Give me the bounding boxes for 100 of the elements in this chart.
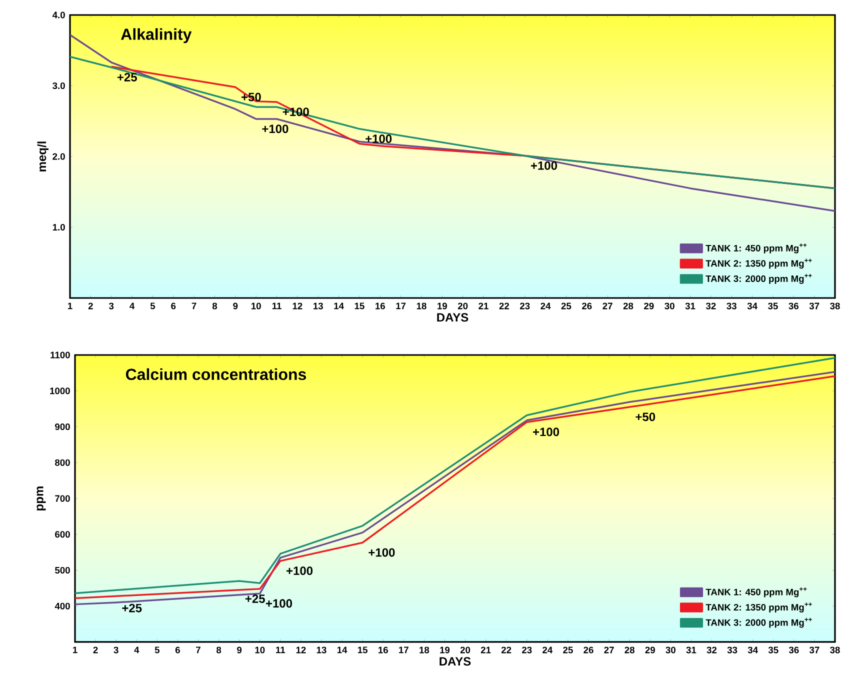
legend-label: TANK 3: 2000 ppm Mg$^{++}$ bbox=[706, 274, 812, 284]
x-tick-label: 5 bbox=[150, 302, 156, 310]
y-tick-label: 3.0 bbox=[52, 82, 65, 90]
x-tick-label: 22 bbox=[501, 646, 512, 654]
annotation: +100 bbox=[262, 124, 288, 134]
annotation: +100 bbox=[266, 599, 292, 608]
x-tick-label: 22 bbox=[499, 302, 509, 310]
x-tick-label: 27 bbox=[602, 302, 612, 310]
y-tick-label: 1.0 bbox=[52, 224, 65, 231]
x-tick-label: 1 bbox=[72, 646, 78, 654]
x-tick-label: 15 bbox=[358, 646, 368, 654]
legend-label: TANK 1: 450 ppm Mg$^{++}$ bbox=[706, 243, 807, 254]
x-tick-label: 17 bbox=[399, 646, 408, 654]
x-tick-label: 34 bbox=[748, 646, 758, 654]
y-tick-label: 400 bbox=[54, 602, 70, 610]
x-tick-label: 7 bbox=[192, 302, 196, 310]
x-tick-label: 32 bbox=[706, 302, 716, 310]
x-axis-title: DAYS bbox=[440, 657, 471, 666]
x-tick-label: 26 bbox=[584, 646, 594, 654]
x-tick-label: 9 bbox=[233, 302, 238, 310]
annotation: +100 bbox=[368, 548, 395, 557]
text: Calcium concentrations bbox=[126, 368, 306, 380]
x-tick-label: 10 bbox=[251, 302, 261, 310]
y-axis-title: ppm bbox=[36, 486, 46, 510]
annotation: +25 bbox=[122, 604, 142, 612]
x-tick-label: 24 bbox=[540, 302, 551, 310]
x-tick-label: 2 bbox=[88, 302, 93, 310]
x-tick-label: 26 bbox=[582, 302, 592, 310]
x-tick-label: 36 bbox=[788, 302, 798, 310]
annotation: +100 bbox=[530, 161, 558, 170]
y-tick-label: 500 bbox=[55, 566, 70, 574]
x-tick-label: 4 bbox=[134, 646, 140, 654]
x-tick-label: 28 bbox=[624, 646, 634, 654]
y-tick-label: 1000 bbox=[50, 388, 70, 394]
legend-label: TANK 2: 1350 ppm Mg$^{++}$ bbox=[706, 602, 812, 612]
x-tick-label: 30 bbox=[666, 646, 676, 654]
x-tick-label: 25 bbox=[561, 302, 572, 310]
y-tick-label: 800 bbox=[55, 459, 70, 466]
x-tick-label: 19 bbox=[438, 302, 447, 310]
x-tick-label: 21 bbox=[480, 646, 491, 654]
annotation: +100 bbox=[286, 566, 313, 576]
text: Alkalinity bbox=[121, 28, 192, 44]
y-tick-label: 700 bbox=[55, 495, 70, 502]
x-tick-label: 33 bbox=[727, 646, 738, 654]
x-tick-label: 13 bbox=[316, 646, 326, 654]
x-tick-label: 38 bbox=[830, 302, 840, 310]
x-tick-label: 5 bbox=[154, 646, 160, 654]
x-tick-label: 29 bbox=[644, 302, 654, 310]
y-tick-label: 1100 bbox=[50, 352, 70, 358]
x-tick-label: 8 bbox=[216, 646, 222, 654]
x-tick-label: 19 bbox=[440, 646, 450, 654]
x-tick-label: 16 bbox=[376, 302, 385, 310]
x-tick-label: 12 bbox=[296, 646, 306, 654]
x-tick-label: 31 bbox=[686, 646, 696, 654]
x-tick-label: 13 bbox=[314, 302, 323, 310]
x-tick-label: 6 bbox=[175, 646, 180, 654]
x-tick-label: 10 bbox=[255, 646, 265, 654]
x-tick-label: 33 bbox=[726, 302, 736, 310]
x-tick-label: 11 bbox=[276, 646, 286, 654]
annotation: +50 bbox=[636, 412, 656, 422]
x-tick-label: 37 bbox=[809, 302, 820, 310]
x-tick-label: 17 bbox=[396, 302, 406, 310]
x-tick-label: 28 bbox=[623, 302, 634, 310]
x-tick-label: 2 bbox=[93, 646, 98, 654]
x-tick-label: 3 bbox=[114, 646, 118, 654]
x-tick-label: 15 bbox=[354, 302, 364, 310]
x-tick-label: 14 bbox=[337, 646, 348, 654]
x-tick-label: 12 bbox=[292, 302, 302, 310]
y-tick-label: 900 bbox=[55, 423, 70, 430]
annotation: +25 bbox=[245, 594, 265, 603]
x-tick-label: 9 bbox=[237, 646, 242, 654]
x-tick-label: 23 bbox=[520, 302, 530, 310]
annotation: +100 bbox=[366, 134, 392, 144]
legend-label: TANK 3: 2000 ppm Mg$^{++}$ bbox=[706, 618, 812, 628]
x-axis-title: DAYS bbox=[437, 313, 468, 322]
x-tick-label: 27 bbox=[604, 646, 614, 654]
y-tick-label: 600 bbox=[55, 531, 70, 538]
x-tick-label: 30 bbox=[664, 302, 674, 310]
x-tick-label: 29 bbox=[645, 646, 655, 654]
annotation: +25 bbox=[117, 72, 137, 82]
x-tick-label: 3 bbox=[108, 302, 114, 310]
x-tick-label: 34 bbox=[747, 302, 758, 310]
legend-label: TANK 1: 450 ppm Mg$^{++}$ bbox=[706, 587, 807, 598]
x-tick-label: 32 bbox=[706, 646, 717, 654]
y-tick-label: 4.0 bbox=[52, 12, 65, 18]
y-tick-label: 2.0 bbox=[52, 153, 65, 160]
x-tick-label: 35 bbox=[768, 302, 778, 310]
x-tick-label: 20 bbox=[460, 646, 470, 654]
x-tick-label: 18 bbox=[416, 302, 426, 310]
x-tick-label: 8 bbox=[212, 302, 218, 310]
x-tick-label: 37 bbox=[809, 646, 820, 654]
x-tick-label: 31 bbox=[685, 302, 696, 310]
x-tick-label: 24 bbox=[542, 646, 553, 654]
annotation: +100 bbox=[532, 428, 560, 436]
x-tick-label: 35 bbox=[768, 646, 778, 654]
x-tick-label: 36 bbox=[788, 646, 799, 654]
x-tick-label: 7 bbox=[196, 646, 200, 654]
x-tick-label: 23 bbox=[522, 646, 532, 654]
x-tick-label: 20 bbox=[458, 302, 468, 310]
y-axis-title: meq/l bbox=[37, 142, 48, 172]
